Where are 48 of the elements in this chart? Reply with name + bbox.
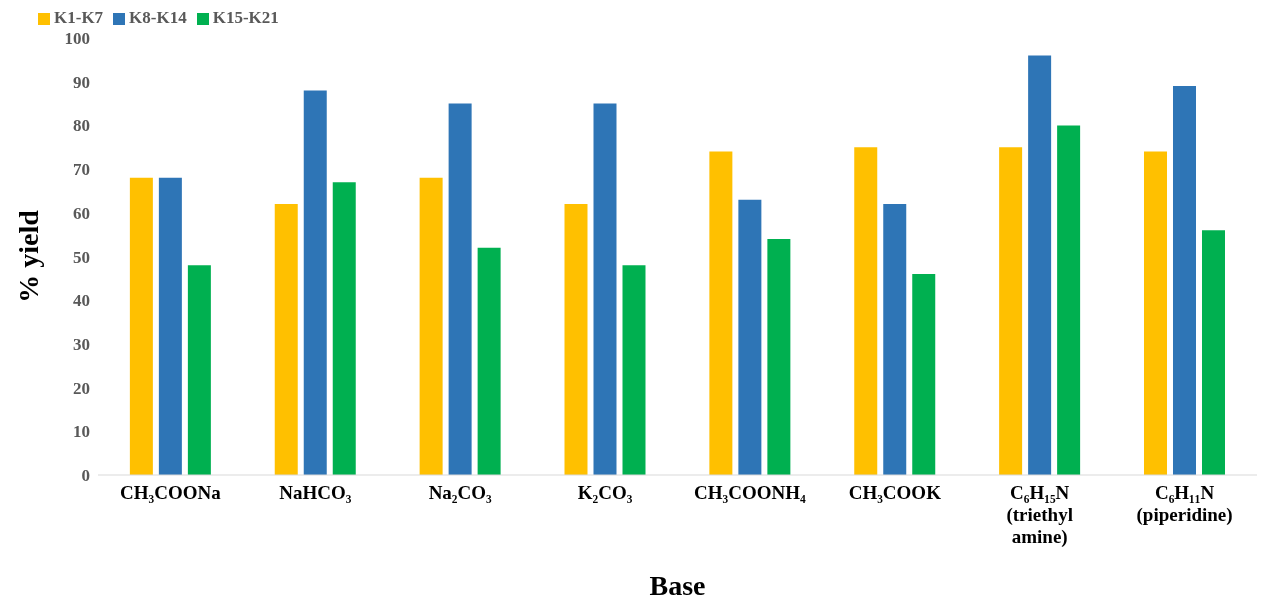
y-tick-label: 60 xyxy=(73,203,90,223)
bar xyxy=(129,177,153,475)
x-tick-label: CH₃COONa xyxy=(120,482,222,503)
bar xyxy=(709,151,733,475)
bar xyxy=(274,204,298,475)
bar xyxy=(448,103,472,475)
bar xyxy=(767,239,791,475)
bar xyxy=(883,204,907,475)
y-tick-label: 50 xyxy=(73,247,90,267)
legend-label: K8-K14 xyxy=(129,8,187,27)
bar xyxy=(477,247,501,475)
bar xyxy=(419,177,443,475)
bar xyxy=(738,199,762,475)
y-tick-label: 100 xyxy=(64,29,90,49)
bar xyxy=(912,273,936,475)
bar xyxy=(1202,230,1225,475)
bar xyxy=(332,182,356,475)
x-tick-label: NaHCO₃ xyxy=(279,482,352,503)
y-tick-label: 80 xyxy=(73,116,90,136)
x-tick-label: C₆H₁₁N (piperidine) xyxy=(1136,482,1233,526)
y-tick-label: 90 xyxy=(73,72,90,92)
legend-label: K15-K21 xyxy=(212,8,279,27)
bar xyxy=(564,204,588,475)
x-axis-title: Base xyxy=(649,570,706,601)
x-tick-label: Na₂CO₃ xyxy=(428,482,493,503)
bar xyxy=(187,265,211,475)
bar xyxy=(854,147,878,475)
y-tick-label: 30 xyxy=(73,334,90,354)
y-axis-title: % yield xyxy=(12,209,44,303)
y-tick-label: 70 xyxy=(73,160,90,180)
bar xyxy=(1057,125,1081,475)
bar xyxy=(303,90,327,475)
x-tick-label: C₆H₁₅N (triethyl amine) xyxy=(1006,482,1073,548)
x-tick-label: CH₃COOK xyxy=(848,482,942,503)
bar xyxy=(999,147,1023,475)
y-tick-label: 0 xyxy=(81,466,90,486)
y-tick-label: 10 xyxy=(73,422,90,442)
legend-label: K1-K7 xyxy=(54,8,104,27)
x-tick-label: CH₃COONH₄ xyxy=(694,482,807,503)
bar xyxy=(1173,86,1196,475)
x-tick-label: K₂CO₃ xyxy=(577,482,633,503)
bar xyxy=(158,177,182,475)
y-tick-label: 20 xyxy=(73,378,90,398)
bar xyxy=(1144,151,1167,475)
bar xyxy=(1028,55,1052,475)
bar xyxy=(593,103,617,475)
y-tick-label: 40 xyxy=(73,291,90,311)
bar xyxy=(622,265,646,475)
